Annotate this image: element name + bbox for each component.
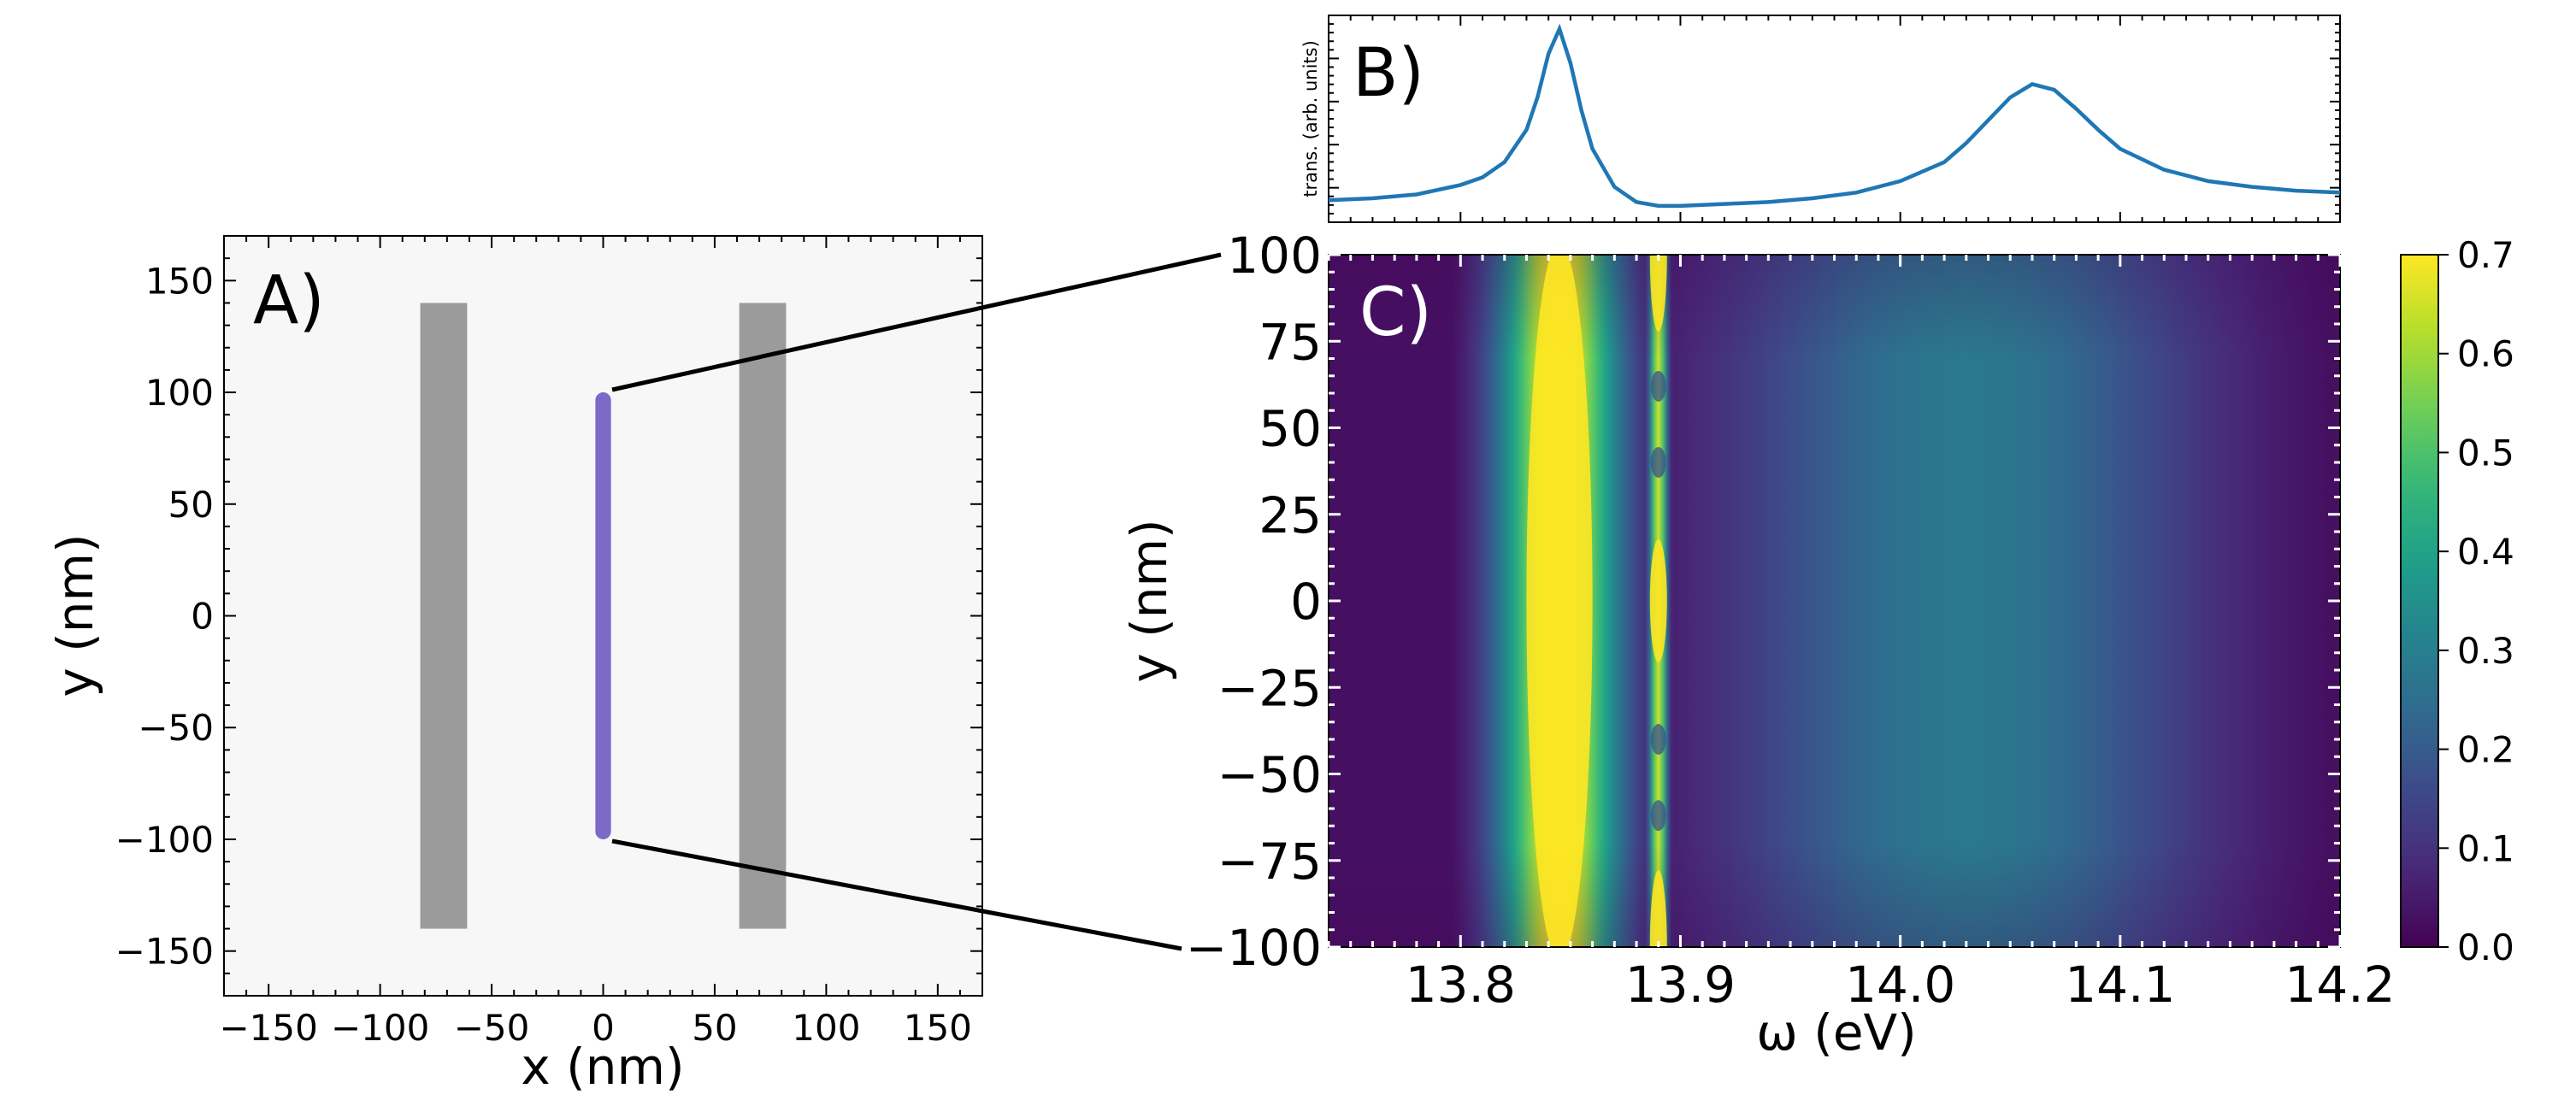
c-x-tick-label: 13.9 — [1625, 956, 1736, 1014]
strong-band-core — [1526, 255, 1593, 947]
y-tick-label: 50 — [168, 484, 214, 526]
colorbar-tick-label: 0.1 — [2457, 827, 2514, 869]
narrow-band-lobe-2 — [1649, 539, 1667, 662]
colorbar-ticks: 0.0 0.1 0.2 0.3 0.4 0.5 0.6 0.7 — [2438, 234, 2514, 968]
panel-b-label: B) — [1353, 35, 1424, 112]
colorbar-image — [2400, 254, 2439, 948]
c-y-tick-label: −25 — [1217, 659, 1322, 717]
c-y-tick-label: 50 — [1259, 400, 1322, 458]
c-x-tick-label: 14.1 — [2065, 956, 2175, 1014]
c-y-tick-label: −100 — [1186, 919, 1322, 977]
panel-b-y-axis-label: trans. (arb. units) — [1300, 40, 1321, 197]
y-tick-label: 100 — [145, 372, 214, 414]
colorbar: 0.0 0.1 0.2 0.3 0.4 0.5 0.6 0.7 — [2400, 234, 2514, 968]
colorbar-tick-label: 0.0 — [2457, 927, 2514, 968]
c-x-tick-label: 14.0 — [1845, 956, 1955, 1014]
c-y-tick-label: −50 — [1217, 746, 1322, 804]
panel-a-y-axis-label: y (nm) — [46, 533, 104, 697]
colorbar-tick-label: 0.3 — [2457, 630, 2514, 672]
panel-c-x-axis-label: ω (eV) — [1756, 1003, 1917, 1062]
x-tick-label: 100 — [792, 1007, 860, 1049]
panel-a: −150 −100 −50 0 50 100 150 −150 −100 −50 0 50 100 150… — [46, 235, 983, 1096]
panel-c-y-axis-label: y (nm) — [1120, 519, 1178, 682]
c-y-tick-label: 100 — [1227, 227, 1322, 285]
narrow-band-lobe-1 — [1649, 255, 1667, 332]
colorbar-tick-label: 0.5 — [2457, 432, 2514, 474]
c-x-tick-label: 14.2 — [2284, 956, 2395, 1014]
zoom-connectors — [611, 252, 1222, 951]
colorbar-tick-label: 0.7 — [2457, 234, 2514, 276]
c-y-tick-label: 0 — [1290, 573, 1322, 631]
x-tick-label: 0 — [592, 1007, 615, 1049]
c-y-tick-label: 25 — [1259, 486, 1322, 544]
y-tick-label: −50 — [138, 707, 214, 749]
c-y-tick-label: −75 — [1217, 833, 1322, 891]
panel-a-x-axis-label: x (nm) — [521, 1038, 684, 1096]
x-tick-label: 150 — [904, 1007, 972, 1049]
connector-bottom — [611, 838, 1182, 951]
c-x-tick-label: 13.8 — [1406, 956, 1516, 1014]
panel-c-label: C) — [1359, 274, 1432, 351]
nanorod — [595, 392, 611, 839]
colorbar-tick-label: 0.2 — [2457, 729, 2514, 771]
wall-2 — [739, 303, 787, 929]
panel-b: B) trans. (arb. units) — [1300, 15, 2341, 223]
narrow-band-node-3 — [1650, 724, 1666, 755]
heatmap-features — [1526, 255, 1667, 947]
panel-c: 13.8 13.9 14.0 14.1 14.2 −100 −75 −50 −25 0 25 50 75… — [1120, 227, 2396, 1062]
y-tick-label: −150 — [115, 931, 214, 973]
connector-top — [611, 252, 1222, 392]
x-tick-label: −100 — [331, 1007, 429, 1049]
panel-a-ticks: −150 −100 −50 0 50 100 150 −150 −100 −50 0 50 100 150 — [115, 235, 983, 1049]
panel-b-frame — [1328, 15, 2341, 223]
panel-a-label: A) — [253, 262, 325, 339]
wall-1 — [420, 303, 468, 929]
y-tick-label: −100 — [115, 819, 214, 861]
panel-b-ticks — [1328, 15, 2341, 223]
panel-c-ticks: 13.8 13.9 14.0 14.1 14.2 −100 −75 −50 −25 0 25 50 75… — [1186, 227, 2396, 1014]
c-y-tick-label: 75 — [1259, 313, 1322, 371]
x-tick-label: −50 — [454, 1007, 530, 1049]
x-tick-label: −150 — [219, 1007, 317, 1049]
colorbar-tick-label: 0.4 — [2457, 531, 2514, 573]
narrow-band-lobe-3 — [1649, 870, 1667, 947]
narrow-band-node-1 — [1650, 370, 1666, 402]
heatmap-shading — [1329, 255, 2340, 947]
panel-a-shapes — [420, 303, 787, 929]
transmission-line — [1328, 23, 2341, 209]
narrow-band-node-4 — [1650, 800, 1666, 832]
narrow-band-node-2 — [1650, 447, 1666, 478]
y-tick-label: 0 — [191, 596, 214, 638]
colorbar-tick-label: 0.6 — [2457, 333, 2514, 375]
y-tick-label: 150 — [145, 260, 214, 302]
x-tick-label: 50 — [692, 1007, 737, 1049]
